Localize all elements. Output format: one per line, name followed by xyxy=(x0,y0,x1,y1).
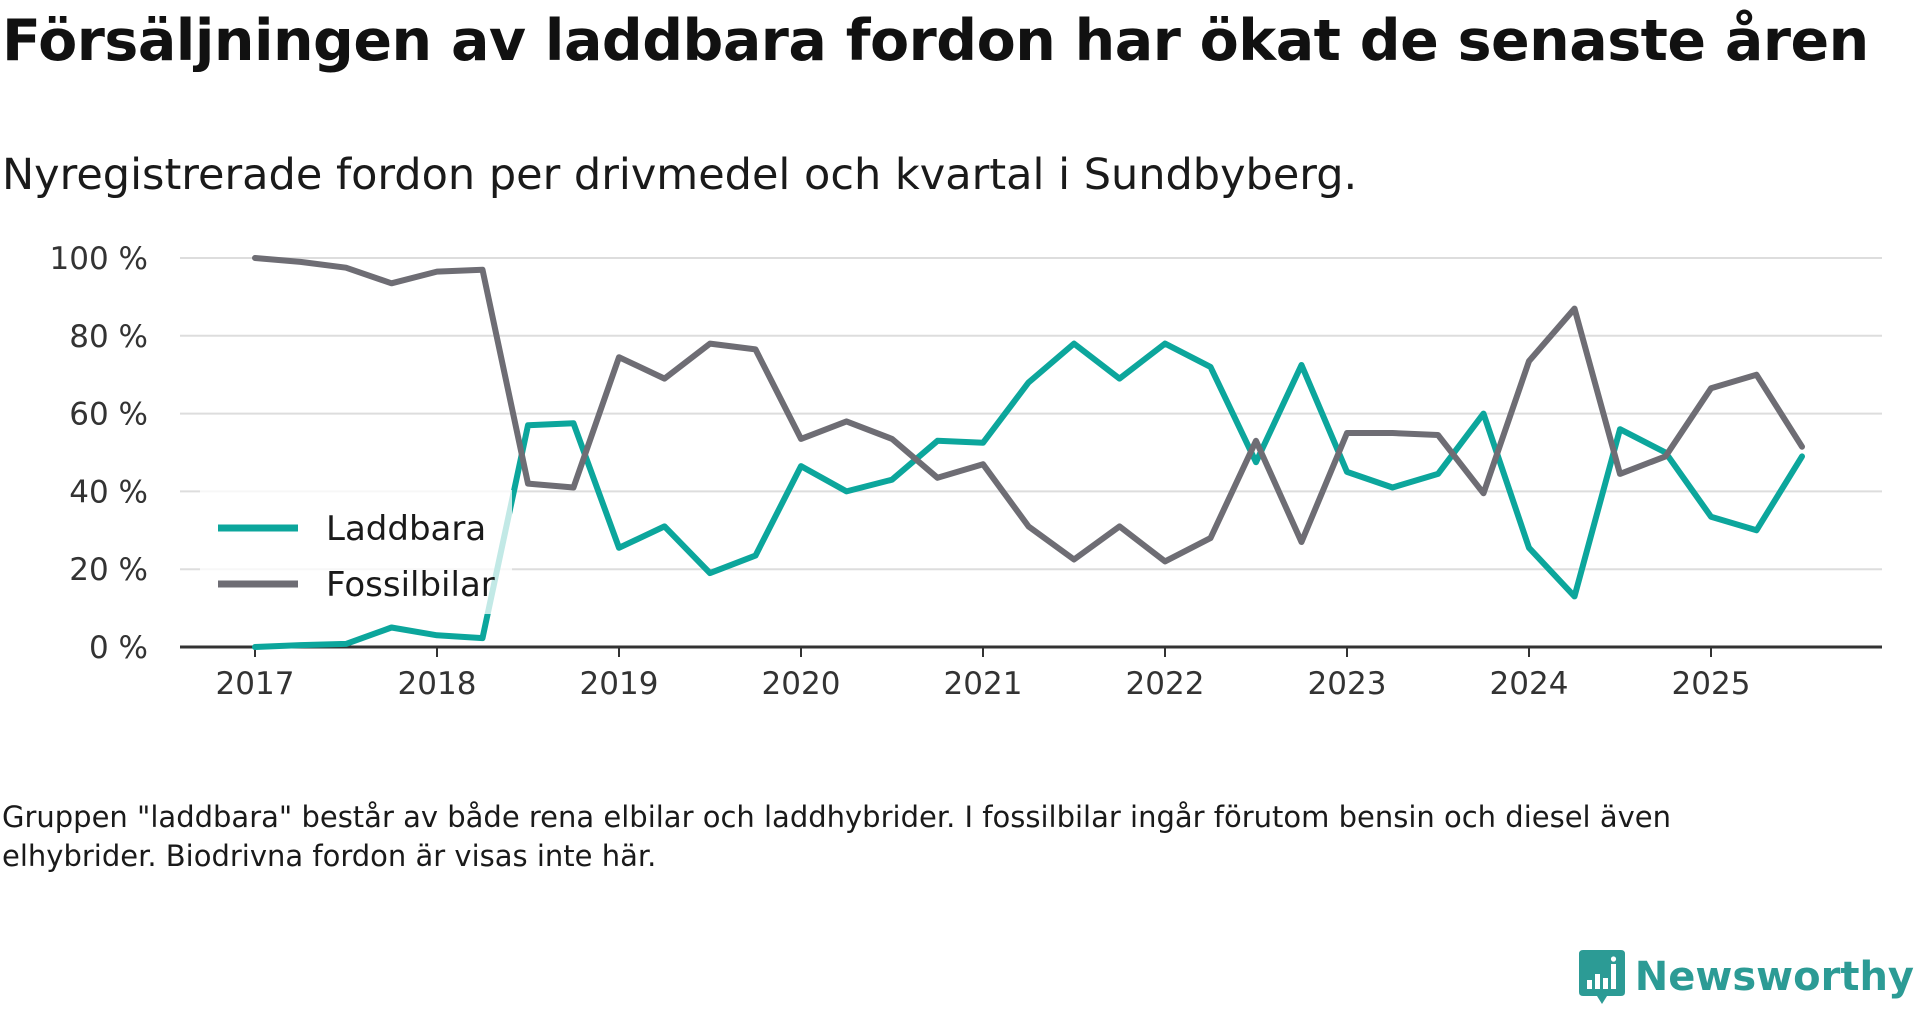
legend-label: Fossilbilar xyxy=(326,565,495,605)
y-tick-label: 0 % xyxy=(89,630,148,666)
legend-background xyxy=(200,490,512,614)
series-line-fossilbilar xyxy=(252,255,1805,565)
y-tick-label: 20 % xyxy=(69,552,148,588)
brand-logo: Newsworthy xyxy=(1577,948,1914,1006)
x-axis: 2017 2018 2019 2020 2021 2022 2023 2024 2025 xyxy=(180,645,1882,702)
chart-title: Försäljningen av laddbara fordon har öka… xyxy=(2,8,1869,74)
y-axis-labels: 0 % 20 % 40 % 60 % 80 % 100 % xyxy=(50,241,148,666)
y-tick-label: 40 % xyxy=(69,474,148,510)
x-tick-label: 2020 xyxy=(762,666,841,702)
series-lines xyxy=(252,255,1805,650)
chart-subtitle: Nyregistrerade fordon per drivmedel och … xyxy=(2,150,1358,200)
legend: Laddbara Fossilbilar xyxy=(200,490,512,614)
y-tick-label: 60 % xyxy=(69,397,148,433)
brand-name: Newsworthy xyxy=(1634,954,1914,1000)
x-tick-label: 2023 xyxy=(1308,666,1387,702)
x-tick-label: 2022 xyxy=(1126,666,1205,702)
line-chart: 0 % 20 % 40 % 60 % 80 % 100 % 2017 2018 2019 202… xyxy=(50,241,1882,702)
x-tick-label: 2024 xyxy=(1490,666,1569,702)
x-tick-label: 2018 xyxy=(398,666,477,702)
y-tick-label: 100 % xyxy=(50,241,148,277)
footnote: Gruppen "laddbara" består av både rena e… xyxy=(2,800,1671,873)
x-tick-label: 2025 xyxy=(1672,666,1751,702)
legend-label: Laddbara xyxy=(326,509,486,549)
x-tick-label: 2017 xyxy=(216,666,295,702)
y-tick-label: 80 % xyxy=(69,319,148,355)
x-tick-label: 2019 xyxy=(580,666,659,702)
newsworthy-logo-icon xyxy=(1578,950,1625,1004)
series-line-laddbara xyxy=(252,340,1805,650)
x-tick-label: 2021 xyxy=(944,666,1023,702)
